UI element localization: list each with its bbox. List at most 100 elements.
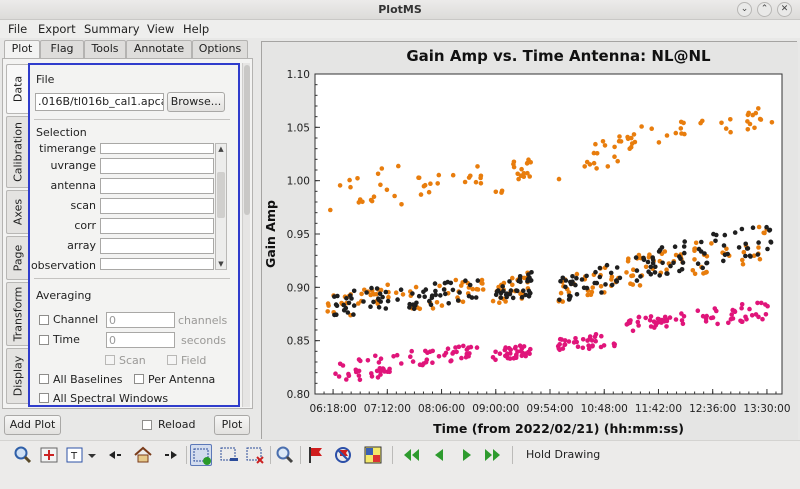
file-input[interactable]: .016B/tl016b_cal1.apcal (35, 93, 164, 111)
black-point (463, 278, 468, 283)
orange-point (590, 285, 595, 290)
pink-point (399, 361, 404, 366)
close-icon[interactable]: ✕ (777, 2, 792, 17)
timerange-input[interactable] (100, 143, 214, 154)
black-point (385, 298, 391, 304)
annotate-text-icon[interactable]: T (64, 444, 86, 466)
tab-page[interactable]: Page (6, 236, 28, 280)
step-forward-icon[interactable] (160, 444, 182, 466)
reload-checkbox[interactable] (142, 420, 152, 430)
clear-region-icon[interactable] (244, 444, 266, 466)
all-spectral-windows-checkbox[interactable] (39, 393, 49, 403)
last-iteration-icon[interactable] (482, 444, 504, 466)
field-checkbox[interactable] (167, 355, 177, 365)
orange-point (682, 131, 687, 137)
pink-point (726, 320, 731, 326)
browse-button[interactable]: Browse... (167, 92, 225, 112)
scroll-up-icon[interactable]: ▲ (218, 145, 224, 153)
subtract-region-icon[interactable] (218, 444, 240, 466)
orange-point (724, 246, 729, 252)
channel-label: Channel (53, 313, 99, 326)
orange-point (347, 177, 352, 183)
per-antenna-checkbox[interactable] (134, 374, 144, 384)
tab-transform[interactable]: Transform (6, 282, 28, 346)
black-point (732, 230, 738, 235)
panel-scroll-thumb[interactable] (244, 65, 250, 215)
menu-file[interactable]: File (8, 22, 28, 36)
flag-icon[interactable] (304, 444, 326, 466)
black-point (645, 259, 651, 265)
plot-button[interactable]: Plot (214, 415, 250, 435)
tab-data[interactable]: Data (6, 64, 28, 114)
previous-iteration-icon[interactable] (428, 444, 450, 466)
tab-calibration[interactable]: Calibration (6, 116, 28, 188)
panel-scrollbar[interactable] (242, 63, 250, 407)
x-tick-label: 10:48:00 (581, 403, 628, 415)
channel-checkbox[interactable] (39, 315, 49, 325)
tab-flag[interactable]: Flag (40, 40, 84, 58)
minimize-icon[interactable]: ⌄ (737, 2, 752, 17)
step-back-icon[interactable] (104, 444, 126, 466)
locate-icon[interactable] (362, 444, 384, 466)
scan-input[interactable] (100, 198, 214, 214)
black-point (563, 278, 569, 283)
menu-export[interactable]: Export (38, 22, 76, 36)
pink-point (715, 321, 720, 327)
black-point (433, 288, 438, 294)
menu-summary[interactable]: Summary (84, 22, 140, 36)
pan-icon[interactable] (38, 444, 60, 466)
pink-point (612, 342, 617, 347)
next-iteration-icon[interactable] (456, 444, 478, 466)
menu-view[interactable]: View (147, 22, 175, 36)
channel-input[interactable]: 0 (106, 312, 175, 328)
maximize-icon[interactable]: ⌃ (757, 2, 772, 17)
tab-options[interactable]: Options (192, 40, 248, 58)
antenna-input[interactable] (100, 178, 214, 194)
time-input[interactable]: 0 (106, 332, 175, 348)
tab-annotate[interactable]: Annotate (126, 40, 192, 58)
orange-point (510, 282, 515, 288)
x-tick-label: 07:12:00 (364, 403, 411, 415)
pink-point (655, 316, 661, 322)
orange-point (478, 175, 483, 181)
tab-plot[interactable]: Plot (4, 40, 40, 59)
pink-point (425, 350, 430, 356)
all-baselines-checkbox[interactable] (39, 374, 49, 384)
first-iteration-icon[interactable] (400, 444, 422, 466)
tab-data-label: Data (11, 75, 24, 103)
hold-drawing-label[interactable]: Hold Drawing (526, 448, 601, 461)
menu-help[interactable]: Help (183, 22, 210, 36)
scroll-down-icon[interactable]: ▼ (218, 260, 224, 268)
scan-checkbox[interactable] (105, 355, 115, 365)
tab-display[interactable]: Display (6, 348, 28, 404)
tab-axes[interactable]: Axes (6, 190, 28, 234)
add-plot-button[interactable]: Add Plot (4, 415, 61, 435)
selection-scrollbar[interactable]: ▲ ▼ (215, 143, 227, 270)
corr-input[interactable] (100, 218, 214, 234)
orange-point (503, 299, 508, 304)
tab-tools[interactable]: Tools (84, 40, 126, 58)
tab-transform-label: Transform (11, 286, 24, 342)
zoom-icon[interactable] (12, 444, 34, 466)
dropdown-icon[interactable] (86, 444, 98, 466)
scroll-thumb[interactable] (217, 172, 225, 218)
time-checkbox[interactable] (39, 335, 49, 345)
inspect-icon[interactable] (274, 444, 296, 466)
black-point (429, 293, 435, 298)
select-region-icon[interactable] (190, 444, 212, 466)
x-tick-label: 13:30:00 (743, 403, 790, 415)
black-point (364, 290, 369, 295)
uvrange-input[interactable] (100, 158, 214, 174)
observation-input[interactable] (100, 258, 214, 270)
home-icon[interactable] (132, 444, 154, 466)
pink-point (523, 351, 529, 356)
black-point (604, 262, 610, 268)
pink-point (652, 325, 657, 330)
pink-point (566, 339, 572, 344)
black-point (368, 304, 373, 310)
gain-amp-plot[interactable]: Gain Amp vs. Time Antenna: NL@NL 0.80 0.85… (262, 42, 798, 440)
array-input[interactable] (100, 238, 214, 254)
black-point (765, 246, 770, 252)
bottom-buttons: Add Plot Reload Plot (0, 412, 256, 438)
unflag-icon[interactable] (332, 444, 354, 466)
